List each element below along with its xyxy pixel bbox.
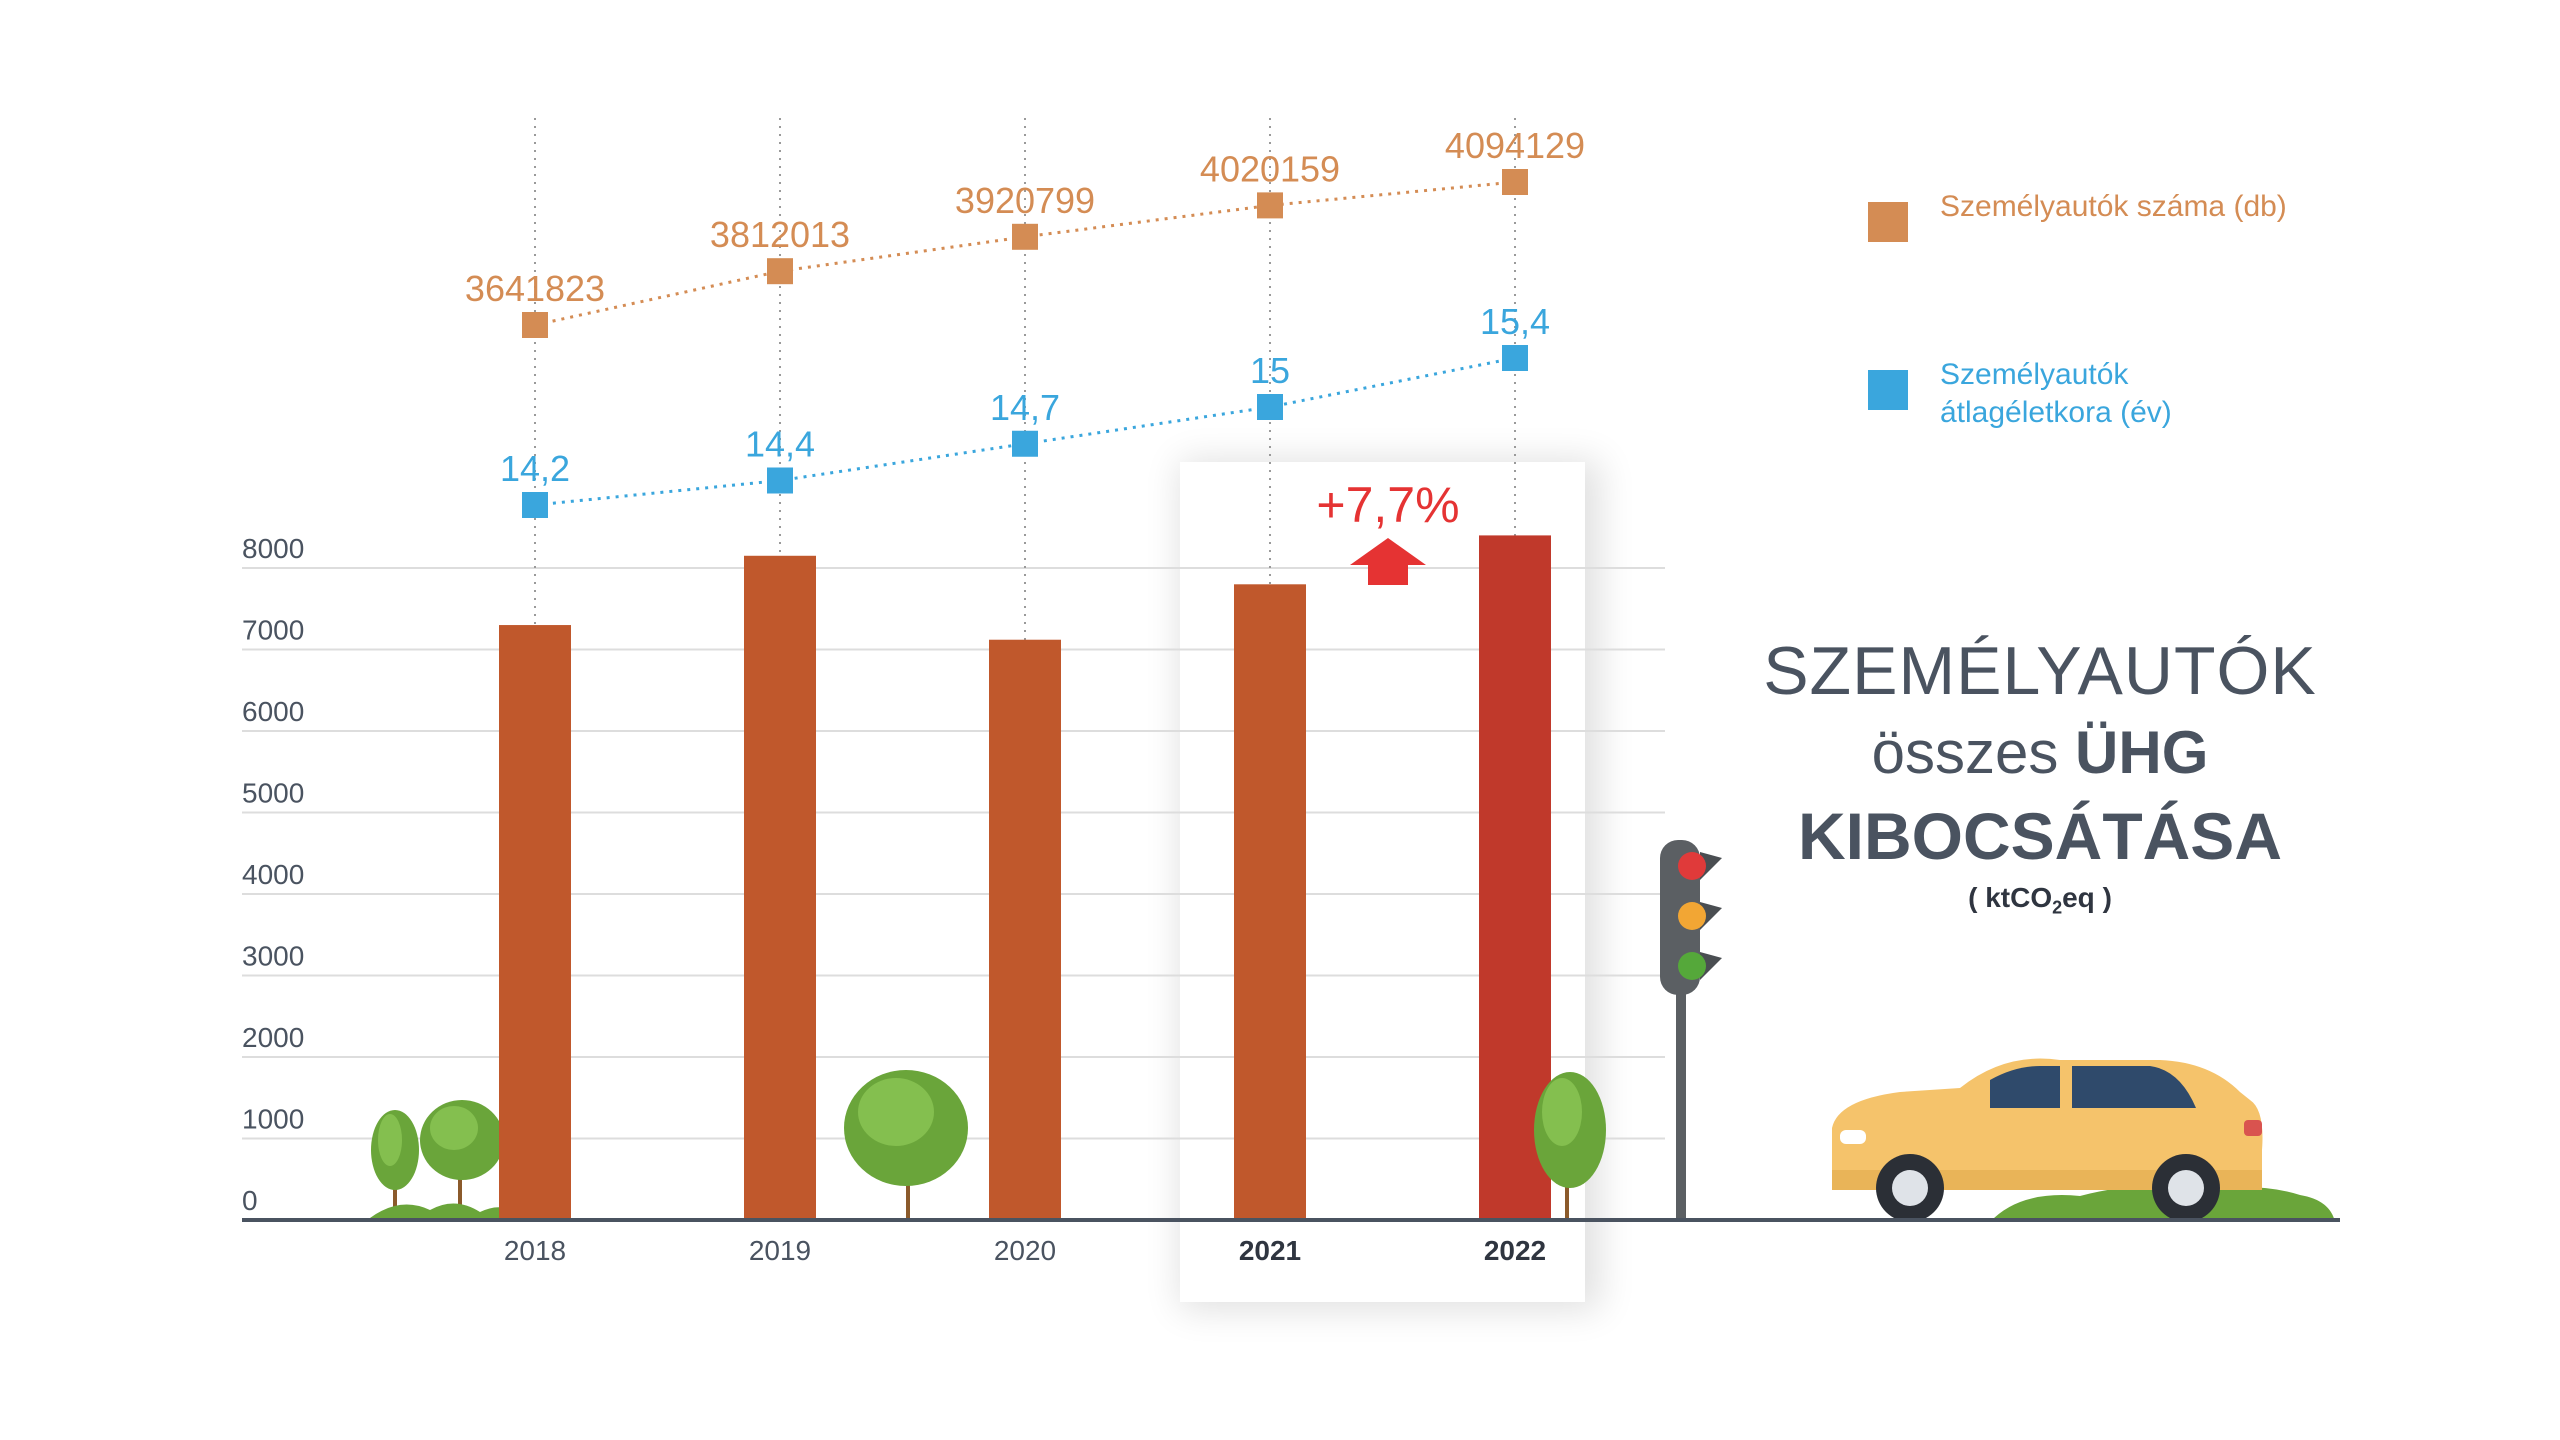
y-tick-label: 0 (242, 1185, 258, 1216)
series-line (534, 356, 1516, 507)
tree-icon (371, 1110, 419, 1216)
bar-2019 (744, 555, 816, 1220)
legend-label: Személyautók átlagéletkora (év) (1940, 358, 2172, 429)
tree-icon (844, 1070, 968, 1220)
y-tick-label: 6000 (242, 696, 304, 727)
data-label: 14,7 (990, 387, 1060, 428)
data-label: 3812013 (710, 214, 850, 255)
tree-icon (420, 1100, 504, 1216)
y-tick-label: 4000 (242, 859, 304, 890)
title-line-3: KIBOCSÁTÁSA (1797, 799, 2282, 873)
x-tick-label: 2018 (504, 1235, 566, 1266)
bar-2020 (989, 639, 1061, 1220)
series-marker (1257, 394, 1283, 420)
data-label: 3920799 (955, 180, 1095, 221)
data-label: 4020159 (1200, 148, 1340, 189)
y-gridlines (242, 567, 1665, 1140)
series-marker (1502, 345, 1528, 371)
y-tick-label: 3000 (242, 941, 304, 972)
x-axis-labels: 2018 2019 2020 2021 2022 (504, 1235, 1546, 1266)
data-label: 14,4 (745, 424, 815, 465)
tree-icon (1534, 1072, 1606, 1220)
series-marker (522, 312, 548, 338)
series-marker (1257, 192, 1283, 219)
bar-2018 (499, 625, 571, 1220)
data-label: 4094129 (1445, 125, 1585, 166)
chart-title: SZEMÉLYAUTÓK összes ÜHG KIBOCSÁTÁSA ( kt… (1700, 630, 2380, 919)
y-tick-label: 5000 (242, 778, 304, 809)
legend-swatch (1868, 370, 1908, 410)
title-line-2: összes ÜHG (1700, 712, 2380, 794)
y-tick-label: 7000 (242, 615, 304, 646)
y-axis-labels: 0 1000 2000 3000 4000 5000 6000 7000 8000 (242, 533, 304, 1216)
x-tick-label: 2020 (994, 1235, 1056, 1266)
y-tick-label: 2000 (242, 1022, 304, 1053)
data-label: 14,2 (500, 448, 570, 489)
title-line-2-normal: összes (1871, 719, 2059, 786)
series-marker (1012, 223, 1038, 250)
x-tick-label: 2022 (1484, 1235, 1546, 1266)
series-marker (767, 467, 793, 494)
change-annotation: +7,7% (1316, 477, 1459, 533)
bars (499, 535, 1551, 1220)
data-label: 15 (1250, 350, 1290, 391)
legend-swatch (1868, 202, 1908, 242)
y-tick-label: 1000 (242, 1104, 304, 1135)
data-label: 3641823 (465, 268, 605, 309)
title-line-2-bold: ÜHG (2075, 719, 2209, 786)
x-tick-label: 2019 (749, 1235, 811, 1266)
x-tick-label: 2021 (1239, 1235, 1301, 1266)
legend-item-cars-count: Személyautók száma (db) (1868, 188, 2308, 278)
legend-label: Személyautók száma (db) (1940, 190, 2287, 223)
series-marker (767, 258, 793, 285)
bar-2021 (1234, 584, 1306, 1220)
series-marker (1012, 430, 1038, 457)
car-icon (1832, 1058, 2263, 1222)
bush-icon (370, 1203, 520, 1218)
title-line-1: SZEMÉLYAUTÓK (1763, 633, 2317, 709)
data-label: 15,4 (1480, 301, 1550, 342)
series-marker (1502, 169, 1528, 195)
up-arrow-icon (1350, 538, 1426, 585)
y-tick-label: 8000 (242, 533, 304, 564)
traffic-light-icon (1660, 840, 1722, 1220)
title-unit: ( ktCO2eq ) (1968, 882, 2112, 918)
legend-item-avg-age: Személyautók átlagéletkora (év) (1868, 356, 2308, 446)
line-series: 3641823 3812013 3920799 4020159 4094129 14,2 1… (465, 125, 1585, 518)
series-marker (522, 492, 548, 518)
